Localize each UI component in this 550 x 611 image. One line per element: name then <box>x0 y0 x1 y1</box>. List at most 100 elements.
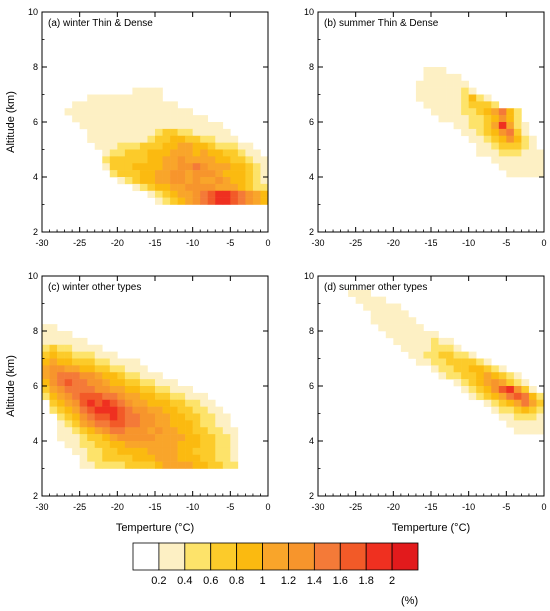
heatmap-cell <box>536 399 545 407</box>
heatmap-cell <box>491 135 500 143</box>
heatmap-cell <box>109 358 118 366</box>
heatmap-cell <box>79 399 88 407</box>
heatmap-cell <box>222 441 231 449</box>
heatmap-cell <box>192 399 201 407</box>
heatmap-cell <box>72 365 80 373</box>
heatmap-cell <box>252 163 261 171</box>
heatmap-cell <box>162 108 171 116</box>
x-tick-label: -10 <box>186 238 199 248</box>
heatmap-cell <box>42 358 50 366</box>
heatmap-cell <box>370 317 379 325</box>
heatmap-cell <box>468 392 477 401</box>
panel-a-y-axis-label: Altitude (km) <box>5 91 17 153</box>
heatmap-cell <box>498 372 507 380</box>
heatmap-cell <box>521 122 530 130</box>
heatmap-cell <box>423 73 432 82</box>
heatmap-cell <box>102 101 111 109</box>
heatmap-cell <box>528 156 537 164</box>
heatmap-cell <box>192 447 201 456</box>
heatmap-cell <box>132 101 141 109</box>
heatmap-cell <box>385 324 394 332</box>
heatmap-cell <box>117 406 126 414</box>
heatmap-cell <box>139 183 148 192</box>
heatmap-cell <box>222 183 231 192</box>
heatmap-cell <box>528 427 537 435</box>
colorbar: 0.2 0.4 0.6 0.8 1 1.2 1.4 1.6 1.8 2 (%) <box>132 542 419 607</box>
heatmap-cell <box>528 406 537 414</box>
heatmap-cell <box>109 149 118 157</box>
heatmap-cell <box>415 80 424 88</box>
heatmap-cell <box>385 303 394 311</box>
heatmap-cell <box>192 406 201 414</box>
colorbar-tick-label: 2 <box>389 575 395 587</box>
heatmap-cell <box>215 434 224 442</box>
heatmap-cell <box>64 399 73 407</box>
heatmap-cell <box>237 163 246 171</box>
heatmap-cell <box>207 441 216 449</box>
x-tick-label: -5 <box>502 238 510 248</box>
heatmap-cell <box>468 101 477 109</box>
heatmap-cell <box>438 358 447 366</box>
colorbar-tick-label: 1 <box>259 575 265 587</box>
heatmap-cell <box>185 156 193 164</box>
heatmap-cell <box>162 447 171 456</box>
heatmap-cell <box>79 351 88 359</box>
heatmap-cell <box>94 358 103 366</box>
heatmap-cell <box>147 115 156 123</box>
heatmap-cell <box>102 386 111 394</box>
heatmap-cell <box>483 392 492 401</box>
heatmap-cell <box>483 372 492 380</box>
heatmap-cell <box>117 149 126 157</box>
heatmap-cell <box>185 128 193 137</box>
heatmap-cell <box>109 420 118 428</box>
heatmap-cell <box>170 427 178 435</box>
heatmap-cell <box>155 441 163 449</box>
y-tick-label: 4 <box>309 436 314 446</box>
heatmap-cell <box>521 420 530 428</box>
heatmap-cell <box>528 399 537 407</box>
heatmap-cell <box>177 190 186 198</box>
heatmap-cell <box>348 289 356 297</box>
heatmap-cell <box>170 413 178 421</box>
heatmap-cell <box>536 392 545 401</box>
heatmap-cell <box>476 94 485 102</box>
heatmap-cell <box>117 177 126 185</box>
heatmap-cell <box>132 413 141 421</box>
heatmap-cell <box>528 149 537 157</box>
heatmap-cell <box>498 163 507 171</box>
heatmap-cell <box>117 115 126 123</box>
heatmap-cell <box>57 413 65 421</box>
heatmap-cell <box>446 73 454 82</box>
y-tick-label: 10 <box>304 271 314 281</box>
heatmap-cell <box>155 420 163 428</box>
heatmap-cell <box>506 379 515 387</box>
heatmap-cell <box>139 142 148 150</box>
heatmap-cell <box>132 115 141 123</box>
panel-d-title: (d) summer other types <box>324 282 427 293</box>
heatmap-cell <box>400 324 409 332</box>
heatmap-cell <box>423 80 432 88</box>
heatmap-cell <box>49 386 58 394</box>
heatmap-cell <box>506 115 515 123</box>
heatmap-cell <box>132 434 141 442</box>
heatmap-cell <box>215 183 224 192</box>
heatmap-cell <box>431 351 439 359</box>
heatmap-cell <box>230 454 239 462</box>
heatmap-cell <box>468 365 477 373</box>
y-tick-label: 8 <box>33 326 38 336</box>
heatmap-cell <box>491 142 500 150</box>
heatmap-cell <box>139 163 148 171</box>
heatmap-cell <box>57 331 65 339</box>
heatmap-cell <box>207 128 216 137</box>
heatmap-cell <box>207 156 216 164</box>
heatmap-cell <box>170 454 178 462</box>
heatmap-cell <box>498 142 507 150</box>
heatmap-cell <box>132 156 141 164</box>
heatmap-cell <box>79 337 88 346</box>
heatmap-cell <box>260 156 269 164</box>
heatmap-cell <box>222 135 231 143</box>
heatmap-cell <box>132 420 141 428</box>
heatmap-cell <box>185 399 193 407</box>
heatmap-cell <box>192 170 201 178</box>
heatmap-cell <box>79 447 88 456</box>
